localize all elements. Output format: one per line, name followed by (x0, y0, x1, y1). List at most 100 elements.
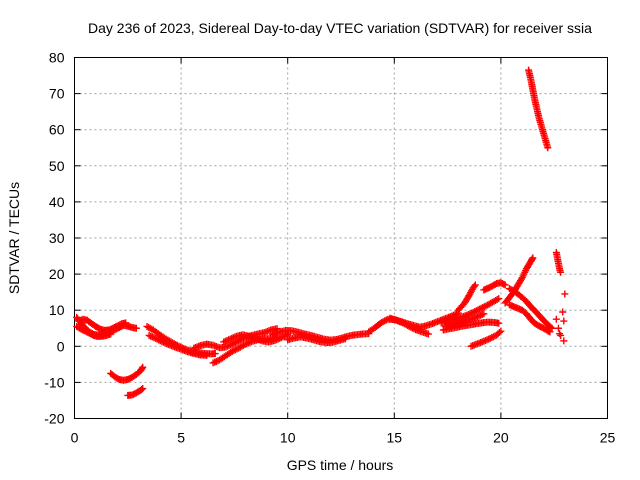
data-point (277, 334, 285, 342)
grid-lines (74, 57, 608, 419)
data-point (161, 339, 169, 347)
y-tick-label: -10 (44, 374, 64, 390)
y-tick-label: 80 (49, 50, 65, 66)
data-point (139, 385, 147, 393)
data-point (107, 330, 115, 338)
data-point (153, 335, 161, 343)
series-track-u (501, 254, 537, 307)
y-tick-labels: -20 -10 0 10 20 30 40 50 60 70 80 (44, 50, 64, 427)
series-track-t (480, 279, 509, 294)
data-point (148, 333, 156, 341)
data-point (160, 338, 168, 346)
data-point (546, 328, 554, 336)
data-point (379, 318, 387, 326)
y-axis-label: SDTVAR / TECUs (6, 182, 22, 294)
series-track-w (505, 285, 556, 332)
data-point (228, 347, 236, 355)
data-point (495, 295, 503, 303)
y-tick-label: 30 (49, 230, 65, 246)
data-point (139, 363, 147, 371)
data-point (407, 323, 415, 331)
series-track-x (525, 66, 552, 152)
series-track-g (145, 331, 211, 359)
y-tick-label: 50 (49, 158, 65, 174)
data-point (230, 347, 238, 355)
x-axis-label: GPS time / hours (287, 457, 394, 473)
series-track-d (107, 363, 147, 384)
data-point (276, 334, 284, 342)
data-point (471, 308, 479, 316)
data-point (223, 337, 231, 345)
data-point (273, 336, 281, 344)
data-point (211, 350, 219, 358)
data-point (244, 339, 252, 347)
x-tick-label: 0 (71, 430, 79, 446)
data-point (147, 332, 155, 340)
data-point (156, 337, 164, 345)
data-point (561, 290, 569, 298)
y-tick-label: 10 (49, 302, 65, 318)
data-point (229, 334, 237, 342)
data-point (495, 319, 503, 327)
data-point (138, 364, 146, 372)
data-point (408, 324, 416, 332)
data-point (477, 311, 485, 319)
data-point (155, 336, 163, 344)
data-point (469, 308, 477, 316)
data-point (557, 268, 565, 276)
data-point (158, 338, 166, 346)
data-point (239, 341, 247, 349)
data-point (243, 340, 251, 348)
series-track-c (75, 315, 130, 334)
x-tick-label: 15 (387, 430, 403, 446)
y-tick-label: 40 (49, 194, 65, 210)
series-track-l (284, 333, 349, 347)
series-track-s (467, 327, 505, 350)
data-marks (73, 66, 569, 399)
series-track-r (441, 310, 488, 330)
data-point (138, 385, 146, 393)
series-track-v (505, 301, 554, 336)
data-point (212, 357, 220, 365)
data-point (341, 335, 349, 343)
x-tick-label: 5 (177, 430, 185, 446)
data-point (557, 331, 565, 339)
data-point (150, 334, 158, 342)
data-point (528, 255, 536, 263)
data-point (378, 318, 386, 326)
x-tick-label: 20 (493, 430, 509, 446)
y-tick-label: 0 (57, 338, 65, 354)
y-tick-label: -20 (44, 411, 64, 427)
series-track-h (190, 325, 281, 352)
data-point (424, 330, 432, 338)
data-point (544, 144, 552, 152)
data-point (472, 307, 480, 315)
data-point (122, 319, 130, 327)
axis-ticks (74, 57, 608, 419)
data-point (489, 333, 497, 341)
data-point (209, 359, 217, 367)
data-point (471, 281, 479, 289)
data-point (547, 323, 555, 331)
data-point (554, 324, 562, 332)
data-point (145, 331, 153, 339)
data-point (495, 328, 503, 336)
data-point (480, 310, 488, 318)
y-tick-label: 60 (49, 122, 65, 138)
data-point (486, 334, 494, 342)
data-point (478, 311, 486, 319)
data-point (500, 280, 508, 288)
series-track-b (73, 322, 115, 341)
data-point (468, 309, 476, 317)
data-point (481, 337, 489, 345)
data-point (480, 337, 488, 345)
data-point (497, 327, 505, 335)
data-point (474, 306, 482, 314)
data-point (410, 325, 418, 333)
series-track-n (386, 314, 432, 338)
data-point (225, 336, 233, 344)
data-point (559, 308, 567, 316)
data-point (211, 358, 219, 366)
series-track-z (552, 290, 569, 345)
data-point (246, 338, 254, 346)
